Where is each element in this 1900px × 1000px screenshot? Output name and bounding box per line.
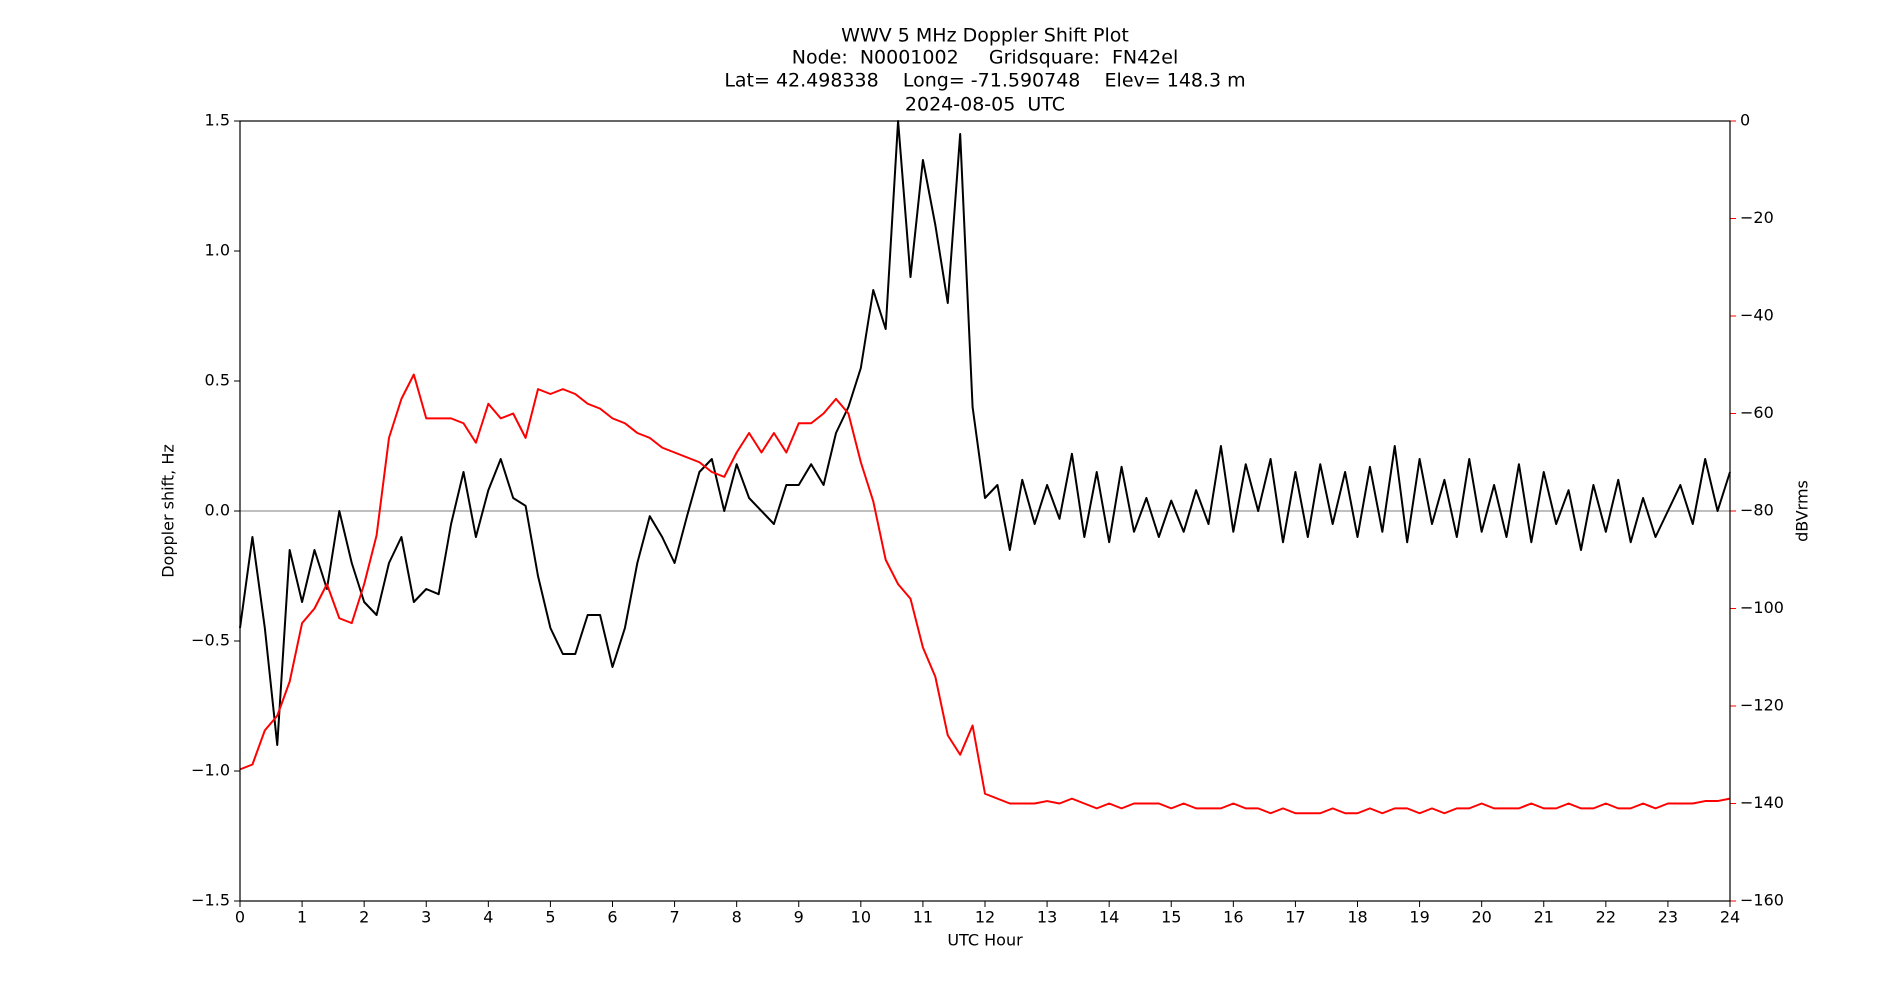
x-tick-label: 10 bbox=[851, 908, 871, 927]
y2-tick-label: 0 bbox=[1740, 111, 1750, 130]
y2-tick-label: −120 bbox=[1740, 696, 1784, 715]
x-tick-label: 17 bbox=[1285, 908, 1305, 927]
x-tick-label: 18 bbox=[1347, 908, 1367, 927]
x-tick-label: 7 bbox=[669, 908, 679, 927]
x-tick-label: 11 bbox=[913, 908, 933, 927]
y2-tick-label: −140 bbox=[1740, 793, 1784, 812]
chart-title: Lat= 42.498338 Long= -71.590748 Elev= 14… bbox=[724, 70, 1245, 92]
x-tick-label: 2 bbox=[359, 908, 369, 927]
x-axis-label: UTC Hour bbox=[947, 931, 1023, 950]
x-tick-label: 3 bbox=[421, 908, 431, 927]
y-tick-label: −1.0 bbox=[191, 761, 230, 780]
x-tick-label: 22 bbox=[1596, 908, 1616, 927]
x-tick-label: 20 bbox=[1471, 908, 1491, 927]
plot-frame bbox=[239, 120, 1731, 902]
data-line bbox=[239, 120, 1731, 746]
data-line bbox=[239, 373, 1731, 815]
chart-title: 2024-08-05 UTC bbox=[905, 94, 1065, 116]
x-tick-label: 0 bbox=[235, 908, 245, 927]
chart-title: Node: N0001002 Gridsquare: FN42el bbox=[792, 47, 1178, 69]
x-tick-label: 24 bbox=[1720, 908, 1740, 927]
y2-tick-label: −80 bbox=[1740, 501, 1774, 520]
y-tick-label: 1.5 bbox=[205, 111, 230, 130]
x-tick-label: 15 bbox=[1161, 908, 1181, 927]
y-tick-label: 1.0 bbox=[205, 241, 230, 260]
y2-tick-label: −60 bbox=[1740, 403, 1774, 422]
y2-tick-label: −100 bbox=[1740, 598, 1784, 617]
x-tick-label: 5 bbox=[545, 908, 555, 927]
x-tick-label: 21 bbox=[1534, 908, 1554, 927]
x-tick-label: 6 bbox=[607, 908, 617, 927]
x-tick-label: 4 bbox=[483, 908, 493, 927]
y-tick-label: 0.0 bbox=[205, 501, 230, 520]
chart-title: WWV 5 MHz Doppler Shift Plot bbox=[841, 25, 1129, 47]
y2-tick-label: −160 bbox=[1740, 891, 1784, 910]
y2-axis-label: dBVrms bbox=[1793, 480, 1812, 542]
x-tick-label: 13 bbox=[1037, 908, 1057, 927]
x-tick-label: 23 bbox=[1658, 908, 1678, 927]
y-axis-label: Doppler shift, Hz bbox=[159, 444, 178, 578]
x-tick-label: 1 bbox=[297, 908, 307, 927]
y-tick-label: −0.5 bbox=[191, 631, 230, 650]
x-tick-label: 8 bbox=[732, 908, 742, 927]
y-tick-label: −1.5 bbox=[191, 891, 230, 910]
x-tick-label: 16 bbox=[1223, 908, 1243, 927]
x-tick-label: 14 bbox=[1099, 908, 1119, 927]
y-tick-label: 0.5 bbox=[205, 371, 230, 390]
y2-tick-label: −20 bbox=[1740, 208, 1774, 227]
x-tick-label: 19 bbox=[1409, 908, 1429, 927]
x-tick-label: 12 bbox=[975, 908, 995, 927]
y2-tick-label: −40 bbox=[1740, 306, 1774, 325]
x-tick-label: 9 bbox=[794, 908, 804, 927]
